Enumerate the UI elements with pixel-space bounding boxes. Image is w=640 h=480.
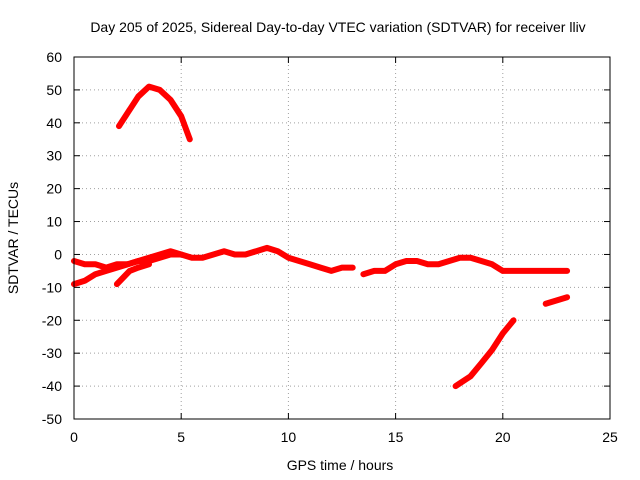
x-tick-label: 15 (388, 429, 404, 445)
chart-title: Day 205 of 2025, Sidereal Day-to-day VTE… (90, 19, 585, 35)
tick-marks (73, 56, 611, 420)
x-tick-label: 10 (281, 429, 297, 445)
series-line-arc-2-lower (71, 251, 185, 288)
y-axis-label: SDTVAR / TECUs (5, 182, 21, 294)
series-line-arc-7-late (542, 294, 571, 307)
series-line-arc-5-midday (360, 254, 571, 278)
y-tick-label: 40 (46, 115, 62, 131)
y-tick-label: 0 (54, 246, 62, 262)
y-tick-label: -50 (42, 411, 62, 427)
plot-frame (73, 56, 611, 420)
series-line-arc-3-rising (113, 261, 152, 288)
y-tick-label: 20 (46, 181, 62, 197)
tick-labels: -50 -40 -30 -20 -10 0 10 20 30 40 50 60 0 5 10 15 20 25 (42, 49, 618, 445)
y-tick-label: 10 (46, 214, 62, 230)
series-line-arc-4-hump (116, 83, 193, 143)
series-line-arc-6-descending (452, 317, 517, 390)
y-tick-label: -20 (42, 312, 62, 328)
y-tick-label: -40 (42, 378, 62, 394)
x-axis-label: GPS time / hours (287, 457, 394, 473)
y-tick-label: 60 (46, 49, 62, 65)
x-tick-label: 0 (70, 429, 78, 445)
y-tick-label: 30 (46, 148, 62, 164)
x-tick-label: 20 (495, 429, 511, 445)
y-tick-label: -10 (42, 279, 62, 295)
grid (74, 57, 610, 419)
x-tick-label: 25 (602, 429, 618, 445)
x-tick-label: 5 (177, 429, 185, 445)
series-layer (71, 83, 571, 390)
y-tick-label: 50 (46, 82, 62, 98)
y-tick-label: -30 (42, 345, 62, 361)
